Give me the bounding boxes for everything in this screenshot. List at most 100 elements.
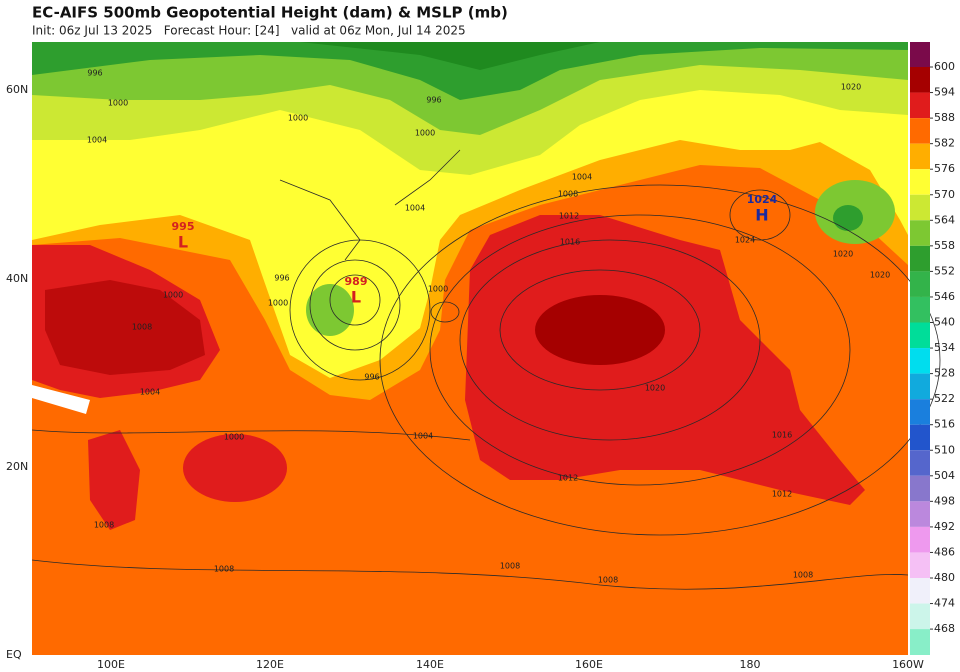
isobar-label: 1012 <box>558 474 578 483</box>
colorbar-label: 498 <box>934 494 955 507</box>
lon-label: 160W <box>892 658 924 671</box>
colorbar-label: 474 <box>934 597 955 610</box>
colorbar-swatch <box>910 169 930 195</box>
lon-label: 120E <box>256 658 284 671</box>
isobar-label: 1000 <box>163 291 183 300</box>
title: EC-AIFS 500mb Geopotential Height (dam) … <box>32 4 508 22</box>
isobar-label: 1008 <box>132 323 152 332</box>
colorbar-label: 552 <box>934 264 955 277</box>
isobar-label: 1012 <box>559 212 579 221</box>
pressure-value: 989 <box>345 275 368 288</box>
isobar-label: 1024 <box>735 236 755 245</box>
colorbar-swatch <box>910 271 930 297</box>
isobar-label: 1004 <box>140 388 160 397</box>
colorbar-label: 486 <box>934 545 955 558</box>
lat-label: 60N <box>6 83 28 96</box>
subtitle: Init: 06z Jul 13 2025 Forecast Hour: [24… <box>32 24 466 38</box>
colorbar-swatch <box>910 399 930 425</box>
map-field <box>32 42 908 655</box>
isobar-label: 1000 <box>428 285 448 294</box>
isobar-label: 1000 <box>268 299 288 308</box>
isobar-label: 996 <box>364 373 379 382</box>
colorbar-label: 480 <box>934 571 955 584</box>
colorbar-swatch <box>910 373 930 400</box>
colorbar-swatch <box>910 42 930 67</box>
isobar-label: 1004 <box>413 432 433 441</box>
colorbar-swatch <box>910 578 930 604</box>
colorbar-label: 588 <box>934 111 955 124</box>
isobar-label: 1008 <box>598 576 618 585</box>
pressure-value: 1024 <box>747 193 778 206</box>
lat-label: 40N <box>6 272 28 285</box>
colorbar-label: 504 <box>934 469 955 482</box>
isobar-label: 1020 <box>870 271 890 280</box>
lat-label: 20N <box>6 460 28 473</box>
isobar-label: 1020 <box>645 384 665 393</box>
isobar-label: 1000 <box>108 99 128 108</box>
isobar-label: 1016 <box>772 431 792 440</box>
isobar-label: 996 <box>274 274 289 283</box>
colorbar-label: 516 <box>934 418 955 431</box>
pressure-symbol: L <box>178 233 188 252</box>
isobar-label: 1008 <box>793 571 813 580</box>
colorbar-swatch <box>910 322 930 349</box>
isobar-label: 1004 <box>405 204 425 213</box>
colorbar-swatch <box>910 67 930 93</box>
isobar-label: 1000 <box>415 129 435 138</box>
isobar-label: 1008 <box>214 565 234 574</box>
isobar-label: 1004 <box>572 173 592 182</box>
colorbar-label: 528 <box>934 367 955 380</box>
lon-label: 160E <box>575 658 603 671</box>
colorbar-swatch <box>910 501 930 527</box>
colorbar-swatch <box>910 603 930 630</box>
isobar-label: 1008 <box>558 190 578 199</box>
pressure-value: 995 <box>172 220 195 233</box>
colorbar-swatch <box>910 245 930 272</box>
colorbar-label: 468 <box>934 622 955 635</box>
lat-label: EQ <box>6 648 22 661</box>
colorbar-swatch <box>910 629 930 655</box>
colorbar-label: 540 <box>934 316 955 329</box>
colorbar-label: 534 <box>934 341 955 354</box>
isobar-label: 1012 <box>772 490 792 499</box>
colorbar-swatch <box>910 118 930 144</box>
isobar-label: 1020 <box>841 83 861 92</box>
lon-label: 100E <box>97 658 125 671</box>
colorbar-label: 576 <box>934 162 955 175</box>
colorbar-swatch <box>910 552 930 578</box>
colorbar-label: 594 <box>934 86 955 99</box>
isobar-label: 1020 <box>833 250 853 259</box>
isobar-label: 1004 <box>87 136 107 145</box>
isobar-label: 1008 <box>94 521 114 530</box>
colorbar-swatch <box>910 424 930 451</box>
colorbar-swatch <box>910 450 930 476</box>
lon-label: 180 <box>740 658 761 671</box>
lon-label: 140E <box>416 658 444 671</box>
colorbar-label: 558 <box>934 239 955 252</box>
pressure-symbol: H <box>755 206 768 225</box>
isobar-label: 1016 <box>560 238 580 247</box>
isobars <box>31 149 941 590</box>
isobar-label: 1008 <box>500 562 520 571</box>
pressure-symbol: L <box>351 288 361 307</box>
colorbar-label: 570 <box>934 188 955 201</box>
isobar-label: 996 <box>87 69 102 78</box>
isobar-label: 1000 <box>224 433 244 442</box>
colorbar-swatch <box>910 220 930 246</box>
colorbar-label: 510 <box>934 443 955 456</box>
colorbar-label: 564 <box>934 213 955 226</box>
colorbar-label: 582 <box>934 137 955 150</box>
colorbar-swatch <box>910 296 930 323</box>
colorbar-label: 600 <box>934 60 955 73</box>
colorbar-label: 522 <box>934 392 955 405</box>
colorbar-label: 546 <box>934 290 955 303</box>
colorbar-swatch <box>910 348 930 374</box>
isobar-label: 996 <box>426 96 441 105</box>
colorbar-swatch <box>910 526 930 553</box>
colorbar-label: 492 <box>934 520 955 533</box>
colorbar-swatch <box>910 143 930 170</box>
colorbar-swatch <box>910 92 930 119</box>
isobar-label: 1000 <box>288 114 308 123</box>
colorbar-swatch <box>910 194 930 221</box>
